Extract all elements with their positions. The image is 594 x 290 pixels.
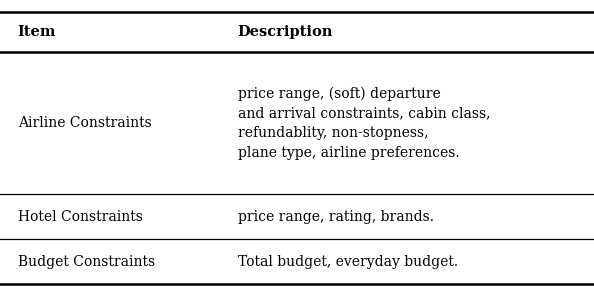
Text: price range, rating, brands.: price range, rating, brands. bbox=[238, 210, 434, 224]
Text: Description: Description bbox=[238, 25, 333, 39]
Text: Total budget, everyday budget.: Total budget, everyday budget. bbox=[238, 255, 458, 269]
Text: Airline Constraints: Airline Constraints bbox=[18, 116, 151, 130]
Text: Item: Item bbox=[18, 25, 56, 39]
Text: price range, (soft) departure
and arrival constraints, cabin class,
refundablity: price range, (soft) departure and arriva… bbox=[238, 87, 490, 160]
Text: Hotel Constraints: Hotel Constraints bbox=[18, 210, 143, 224]
Text: Budget Constraints: Budget Constraints bbox=[18, 255, 155, 269]
